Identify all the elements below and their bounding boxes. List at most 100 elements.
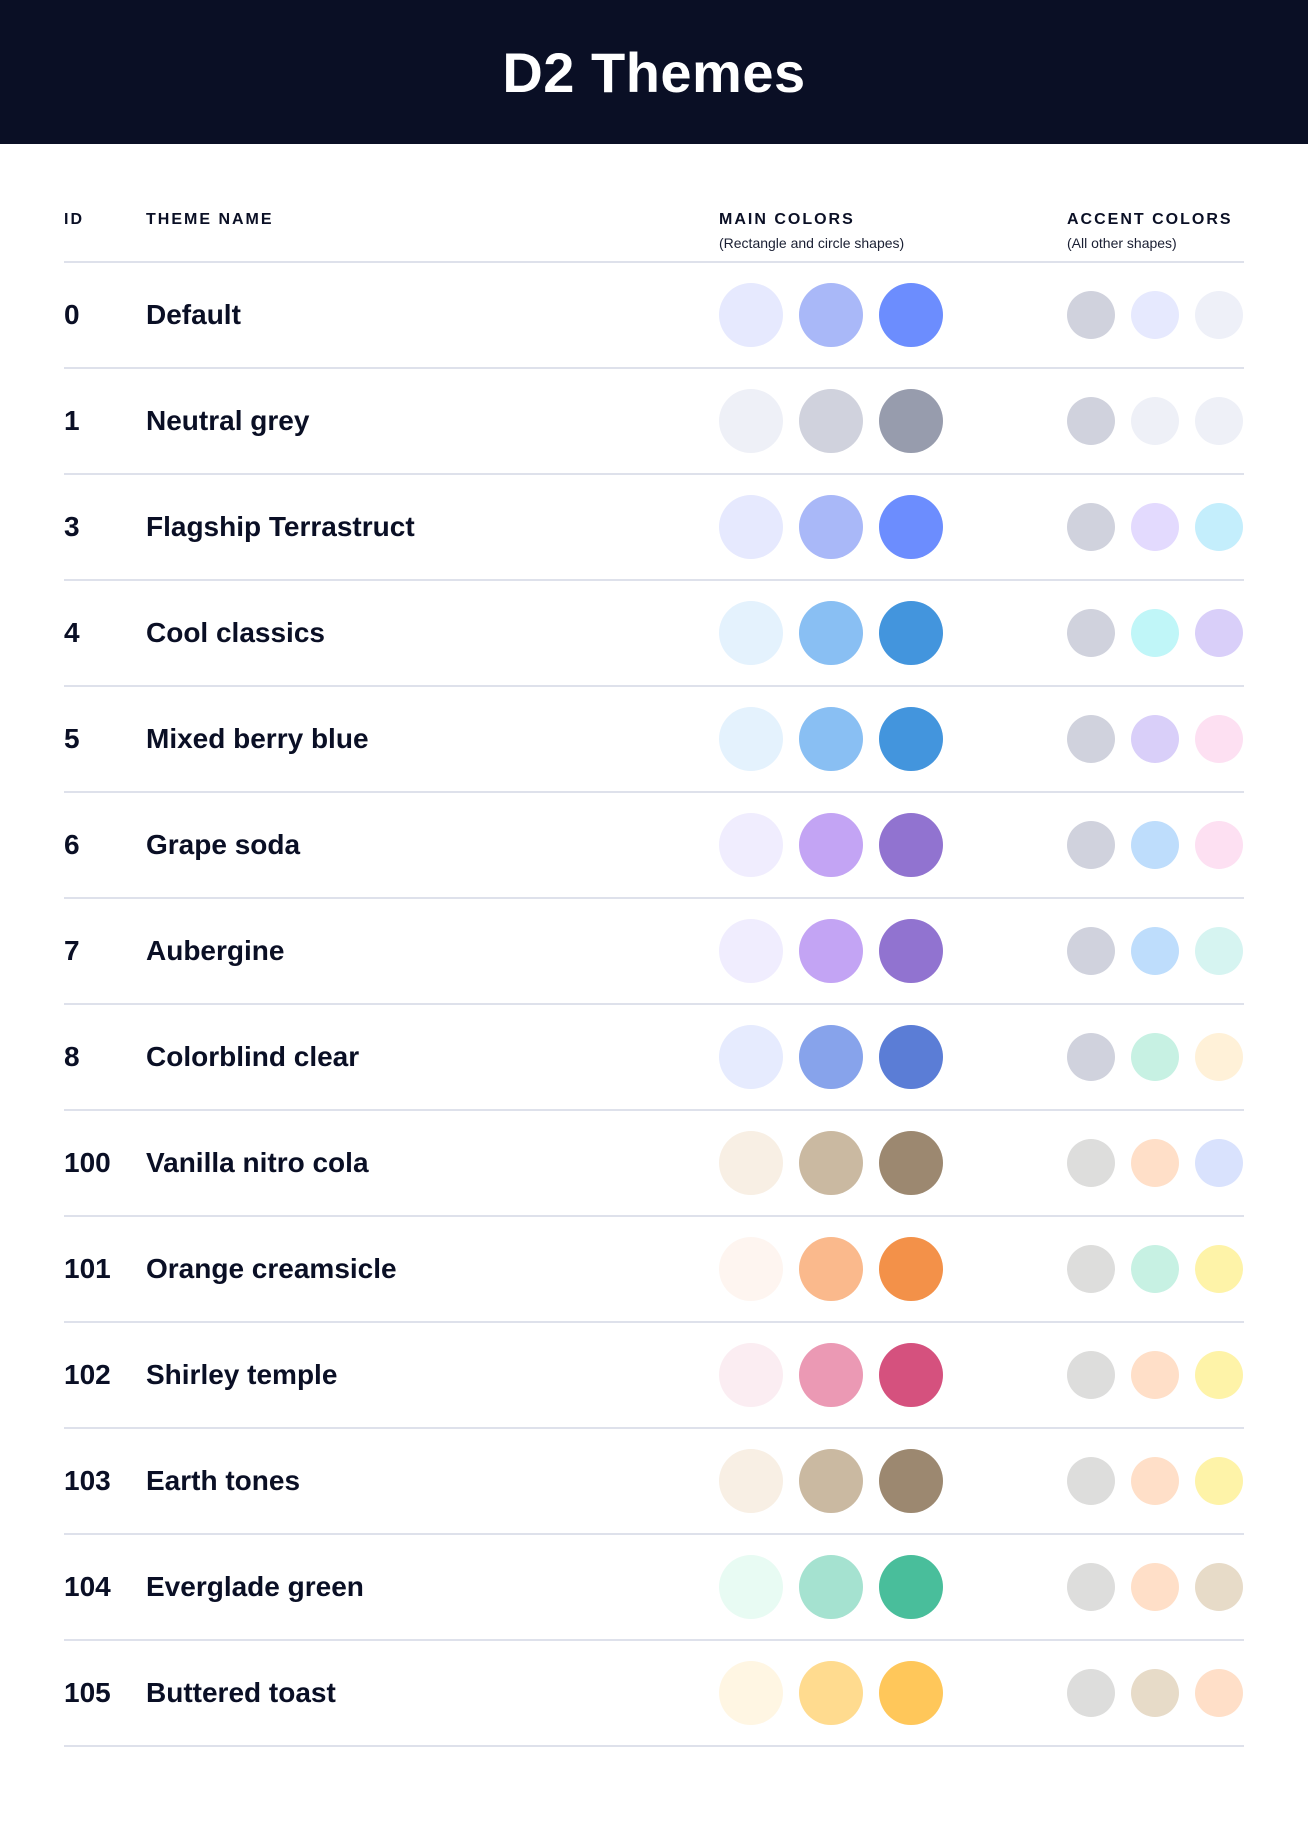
main-color-swatch	[719, 1237, 783, 1301]
accent-colors	[1067, 291, 1243, 339]
main-color-swatch	[799, 601, 863, 665]
accent-color-swatch	[1195, 1245, 1243, 1293]
main-color-swatch	[799, 813, 863, 877]
main-color-swatch	[879, 283, 943, 347]
main-color-swatch	[799, 1555, 863, 1619]
theme-id: 105	[64, 1677, 111, 1708]
main-color-swatch	[799, 707, 863, 771]
accent-color-swatch	[1195, 1669, 1243, 1717]
main-color-swatch	[719, 389, 783, 453]
main-color-swatch	[879, 813, 943, 877]
table-row: 105 Buttered toast	[64, 1641, 1244, 1747]
main-color-swatch	[799, 283, 863, 347]
theme-name: Grape soda	[146, 829, 301, 860]
theme-id: 102	[64, 1359, 111, 1390]
main-color-swatch	[799, 1131, 863, 1195]
theme-name: Neutral grey	[146, 405, 310, 436]
main-color-swatch	[799, 1237, 863, 1301]
main-color-swatch	[879, 1449, 943, 1513]
accent-color-swatch	[1195, 609, 1243, 657]
accent-color-swatch	[1067, 715, 1115, 763]
main-color-swatch	[799, 1343, 863, 1407]
theme-name: Aubergine	[146, 935, 285, 966]
main-color-swatch	[799, 1449, 863, 1513]
accent-color-swatch	[1131, 1139, 1179, 1187]
main-color-swatch	[719, 1661, 783, 1725]
page-header: D2 Themes	[0, 0, 1308, 144]
accent-color-swatch	[1195, 1033, 1243, 1081]
accent-colors	[1067, 1563, 1243, 1611]
accent-color-swatch	[1131, 503, 1179, 551]
main-color-swatch	[879, 389, 943, 453]
accent-color-swatch	[1067, 1669, 1115, 1717]
accent-color-swatch	[1131, 1563, 1179, 1611]
themes-table: ID THEME NAME MAIN COLORS (Rectangle and…	[64, 205, 1244, 1747]
accent-color-swatch	[1195, 397, 1243, 445]
main-color-swatch	[879, 1661, 943, 1725]
table-row: 102 Shirley temple	[64, 1323, 1244, 1429]
accent-color-swatch	[1067, 1351, 1115, 1399]
table-row: 0 Default	[64, 263, 1244, 369]
accent-color-swatch	[1131, 1669, 1179, 1717]
accent-color-swatch	[1067, 609, 1115, 657]
accent-color-swatch	[1131, 1457, 1179, 1505]
main-colors	[719, 1237, 943, 1301]
accent-colors	[1067, 397, 1243, 445]
main-colors-subtitle: (Rectangle and circle shapes)	[719, 235, 905, 251]
accent-colors	[1067, 1669, 1243, 1717]
table-header: ID THEME NAME MAIN COLORS (Rectangle and…	[64, 205, 1244, 263]
main-colors	[719, 1555, 943, 1619]
theme-name: Orange creamsicle	[146, 1253, 397, 1284]
main-color-swatch	[799, 1025, 863, 1089]
table-row: 103 Earth tones	[64, 1429, 1244, 1535]
theme-id: 101	[64, 1253, 111, 1284]
accent-color-swatch	[1131, 609, 1179, 657]
theme-id: 103	[64, 1465, 111, 1496]
accent-color-swatch	[1195, 1351, 1243, 1399]
accent-color-swatch	[1131, 397, 1179, 445]
main-color-swatch	[879, 707, 943, 771]
accent-color-swatch	[1131, 821, 1179, 869]
theme-name: Colorblind clear	[146, 1041, 360, 1072]
accent-color-swatch	[1195, 821, 1243, 869]
accent-color-swatch	[1131, 1245, 1179, 1293]
main-colors	[719, 919, 943, 983]
theme-name: Mixed berry blue	[146, 723, 369, 754]
main-color-swatch	[719, 495, 783, 559]
table-row: 4 Cool classics	[64, 581, 1244, 687]
main-colors	[719, 1131, 943, 1195]
main-colors	[719, 283, 943, 347]
main-colors	[719, 389, 943, 453]
table-row: 3 Flagship Terrastruct	[64, 475, 1244, 581]
main-color-swatch	[719, 1025, 783, 1089]
table-row: 100 Vanilla nitro cola	[64, 1111, 1244, 1217]
accent-color-swatch	[1067, 503, 1115, 551]
theme-name: Buttered toast	[146, 1677, 336, 1708]
main-color-swatch	[719, 1555, 783, 1619]
main-color-swatch	[799, 389, 863, 453]
theme-name: Cool classics	[146, 617, 325, 648]
accent-colors	[1067, 609, 1243, 657]
main-color-swatch	[879, 1555, 943, 1619]
main-color-swatch	[879, 1131, 943, 1195]
main-color-swatch	[719, 1131, 783, 1195]
theme-name: Vanilla nitro cola	[146, 1147, 369, 1178]
accent-color-swatch	[1067, 1033, 1115, 1081]
accent-color-swatch	[1067, 821, 1115, 869]
accent-colors	[1067, 715, 1243, 763]
theme-id: 7	[64, 935, 80, 966]
main-color-swatch	[879, 1237, 943, 1301]
theme-name: Default	[146, 299, 241, 330]
accent-color-swatch	[1195, 291, 1243, 339]
accent-color-swatch	[1131, 715, 1179, 763]
main-color-swatch	[719, 707, 783, 771]
main-colors	[719, 601, 943, 665]
column-header-name: THEME NAME	[146, 211, 274, 228]
main-color-swatch	[719, 283, 783, 347]
column-header-main-colors: MAIN COLORS	[719, 211, 855, 228]
accent-color-swatch	[1131, 1351, 1179, 1399]
theme-name: Shirley temple	[146, 1359, 338, 1390]
main-color-swatch	[719, 813, 783, 877]
accent-color-swatch	[1067, 291, 1115, 339]
accent-colors	[1067, 503, 1243, 551]
